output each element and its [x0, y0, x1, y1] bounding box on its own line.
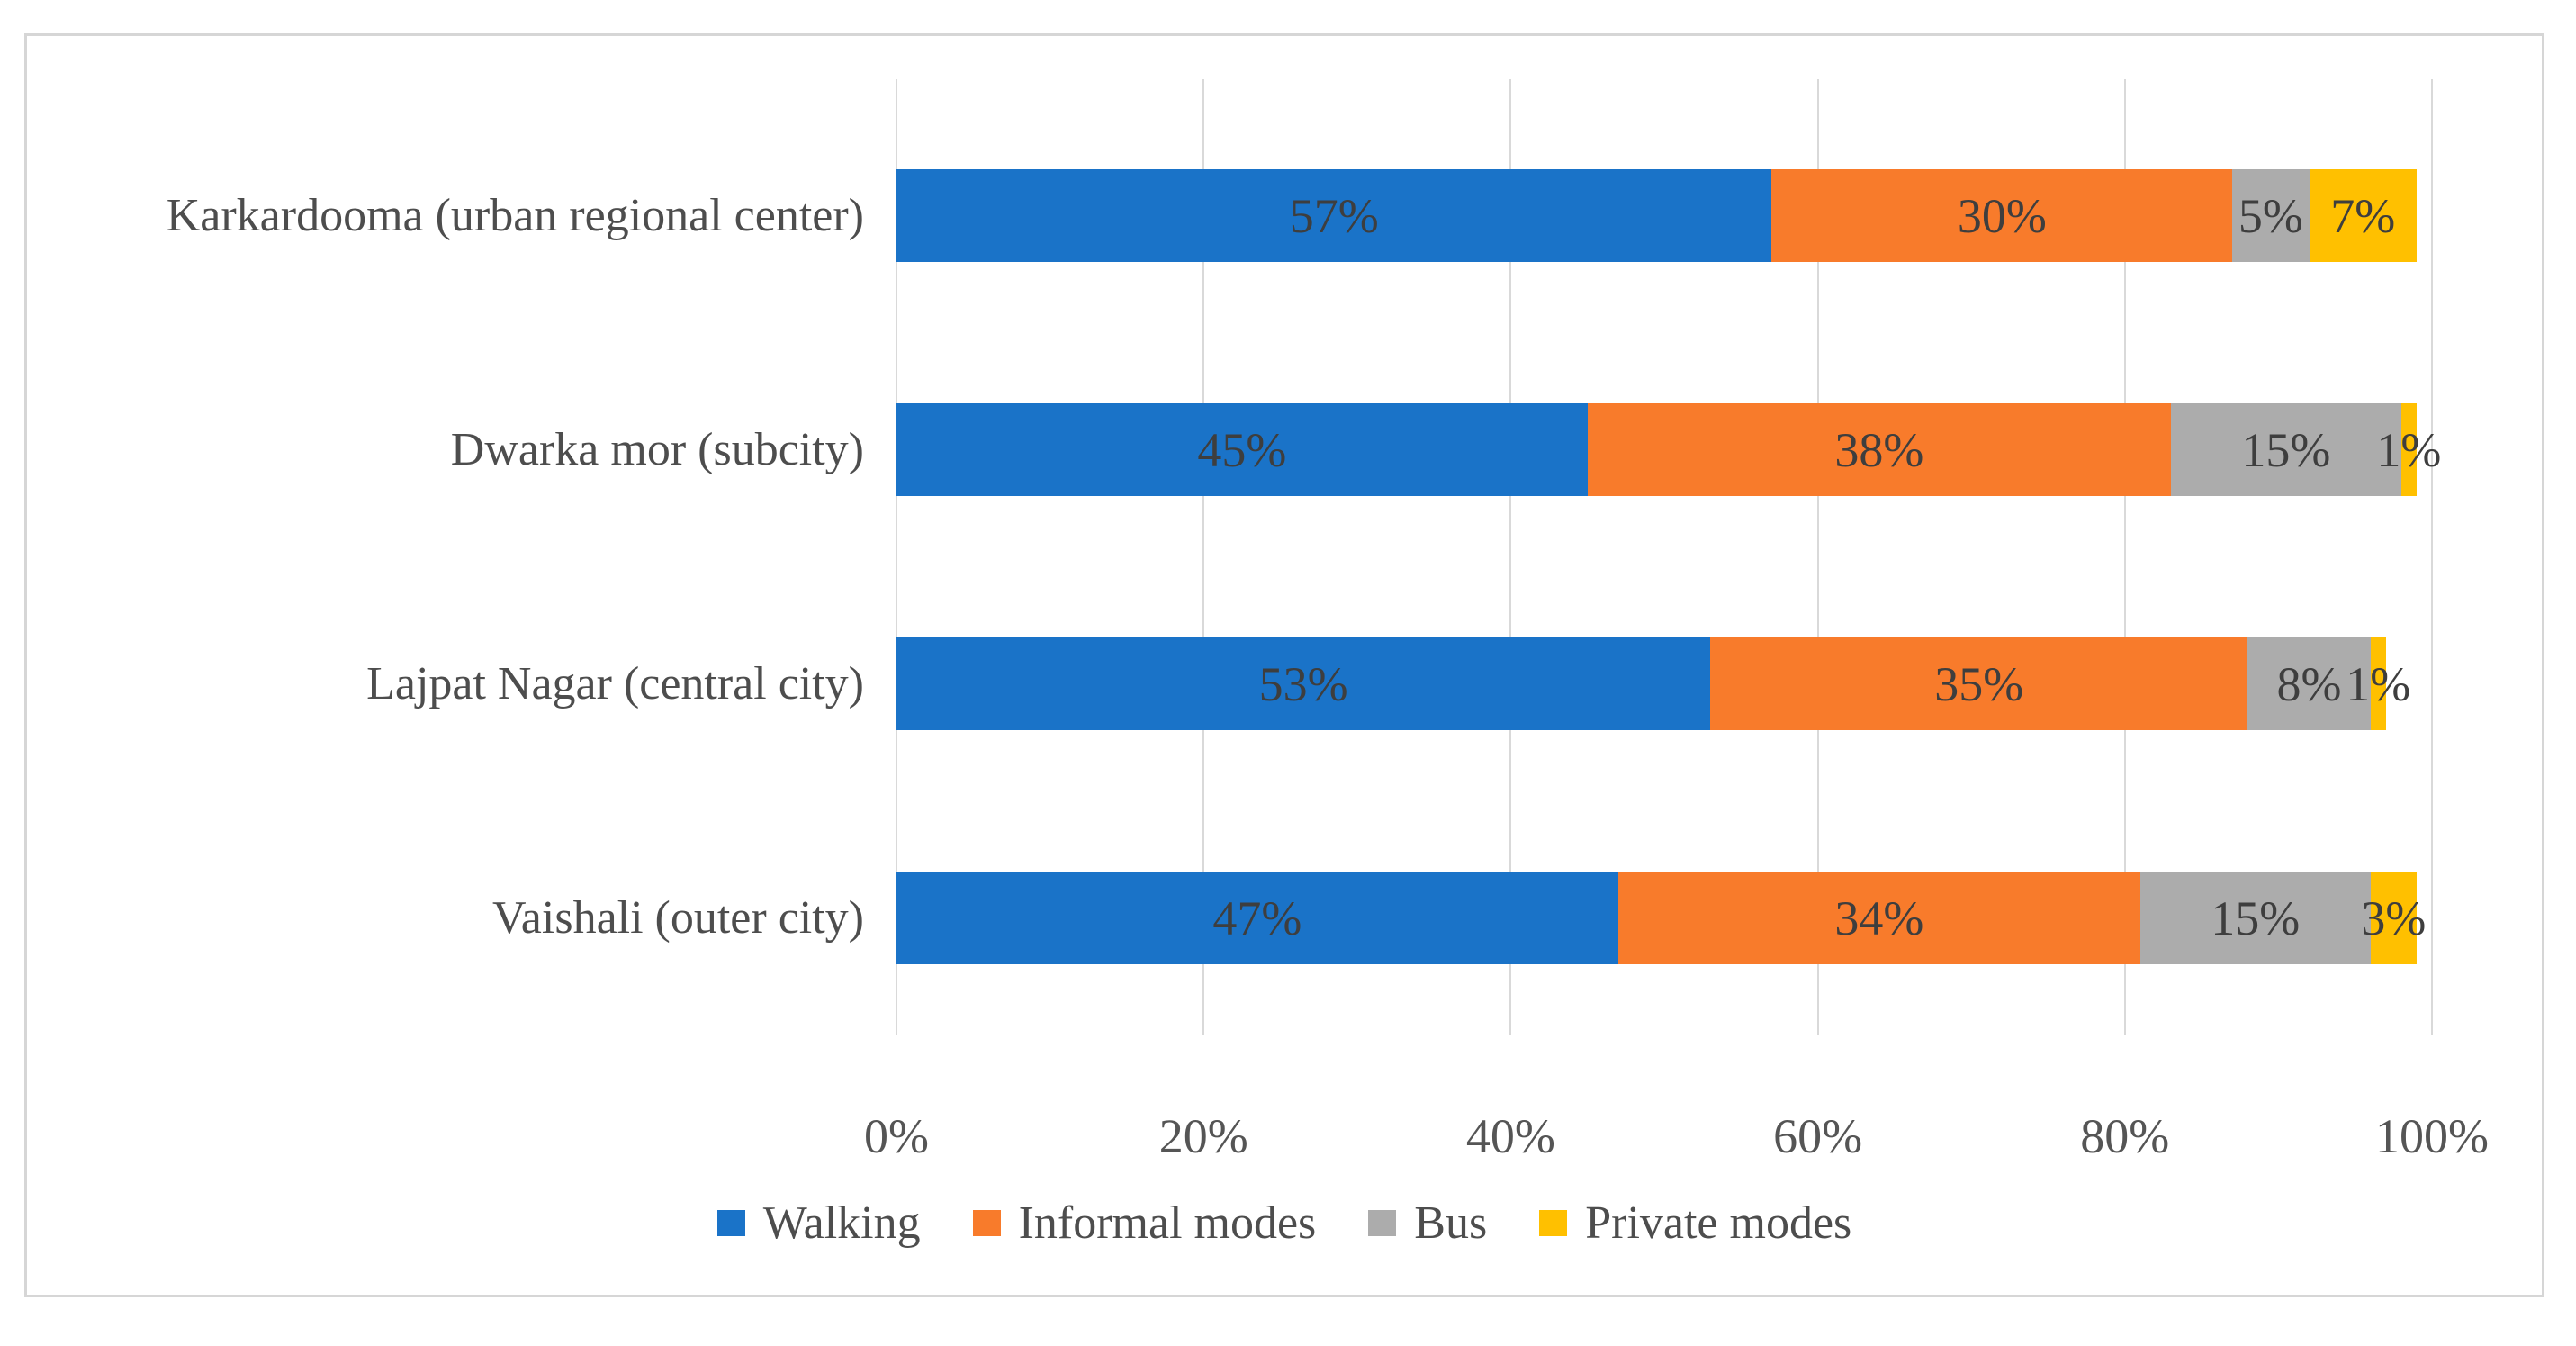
segment-value-label: 30% [1957, 188, 2047, 243]
gridline-0 [896, 79, 897, 1035]
segment-value-label: 53% [1258, 656, 1348, 711]
segment-value-label: 8% [2276, 656, 2342, 711]
bar-segment-bus: 8% [2247, 637, 2371, 730]
segment-value-label: 38% [1834, 422, 1924, 477]
legend-swatch-icon [716, 1210, 745, 1237]
x-tick-label: 0% [864, 1109, 929, 1163]
bar-segment-bus: 15% [2170, 403, 2401, 496]
legend-label: Private modes [1585, 1197, 1852, 1249]
plot-area: 57% 30% 5% 7% 45% 38% 15% 1% 53% 35% 8% 1% 47% 34% 15%… [896, 79, 2441, 1035]
legend-item-bus: Bus [1368, 1197, 1487, 1249]
legend-item-walking: Walking [716, 1197, 921, 1249]
bar-segment-private-modes: 7% [2309, 169, 2417, 262]
legend: Walking Informal modes Bus Private modes [27, 1197, 2542, 1249]
bar-segment-walking: 45% [896, 403, 1588, 496]
bar-segment-informal-modes: 35% [1710, 637, 2248, 730]
bar-segment-informal-modes: 34% [1617, 872, 2140, 964]
legend-swatch-icon [1539, 1210, 1568, 1237]
segment-value-label: 5% [2238, 188, 2303, 243]
segment-value-label: 15% [2241, 422, 2331, 477]
bar-segment-private-modes: 1% [2376, 403, 2441, 496]
segment-value-label: 3% [2361, 890, 2427, 945]
category-label: Lajpat Nagar (central city) [366, 658, 864, 709]
bar-segment-bus: 5% [2232, 169, 2310, 262]
category-label: Vaishali (outer city) [492, 892, 864, 944]
legend-item-informal-modes: Informal modes [972, 1197, 1317, 1249]
bar-segment-private-modes: 3% [2361, 872, 2426, 964]
segment-value-label: 45% [1197, 422, 1287, 477]
segment-value-label: 34% [1834, 890, 1924, 945]
segment-value-label: 47% [1212, 890, 1302, 945]
gridline-60 [1816, 79, 1819, 1035]
x-tick-label: 20% [1158, 1109, 1248, 1163]
gridline-40 [1509, 79, 1512, 1035]
bar-row: 45% 38% 15% 1% [896, 403, 2441, 496]
bar-segment-informal-modes: 30% [1771, 169, 2233, 262]
bar-segment-walking: 53% [896, 637, 1711, 730]
category-label: Dwarka mor (subcity) [450, 424, 864, 475]
legend-swatch-icon [972, 1210, 1001, 1237]
segment-value-label: 7% [2330, 188, 2396, 243]
bar-segment-private-modes: 1% [2346, 637, 2410, 730]
segment-value-label: 15% [2211, 890, 2301, 945]
legend-label: Bus [1414, 1197, 1488, 1249]
segment-value-label: 35% [1934, 656, 2024, 711]
x-tick-label: 40% [1465, 1109, 1555, 1163]
legend-label: Informal modes [1018, 1197, 1317, 1249]
bar-segment-walking: 57% [896, 169, 1772, 262]
bar-segment-bus: 15% [2139, 872, 2371, 964]
segment-value-label: 57% [1289, 188, 1379, 243]
bar-row: 47% 34% 15% 3% [896, 872, 2432, 964]
gridline-100 [2431, 79, 2433, 1035]
segment-value-label: 1% [2376, 422, 2442, 477]
gridline-80 [2123, 79, 2126, 1035]
bar-row: 57% 30% 5% 7% [896, 169, 2432, 262]
segment-value-label: 1% [2346, 656, 2411, 711]
bar-segment-informal-modes: 38% [1587, 403, 2171, 496]
category-label: Karkardooma (urban regional center) [166, 190, 864, 241]
x-tick-label: 100% [2375, 1109, 2489, 1163]
legend-item-private-modes: Private modes [1539, 1197, 1851, 1249]
x-tick-label: 80% [2080, 1109, 2170, 1163]
chart-panel: 57% 30% 5% 7% 45% 38% 15% 1% 53% 35% 8% 1% 47% 34% 15%… [24, 33, 2544, 1297]
legend-swatch-icon [1368, 1210, 1397, 1237]
bar-segment-walking: 47% [896, 872, 1618, 964]
bar-row: 53% 35% 8% 1% [896, 637, 2432, 730]
x-tick-label: 60% [1773, 1109, 1863, 1163]
gridline-20 [1202, 79, 1205, 1035]
legend-label: Walking [762, 1197, 921, 1249]
